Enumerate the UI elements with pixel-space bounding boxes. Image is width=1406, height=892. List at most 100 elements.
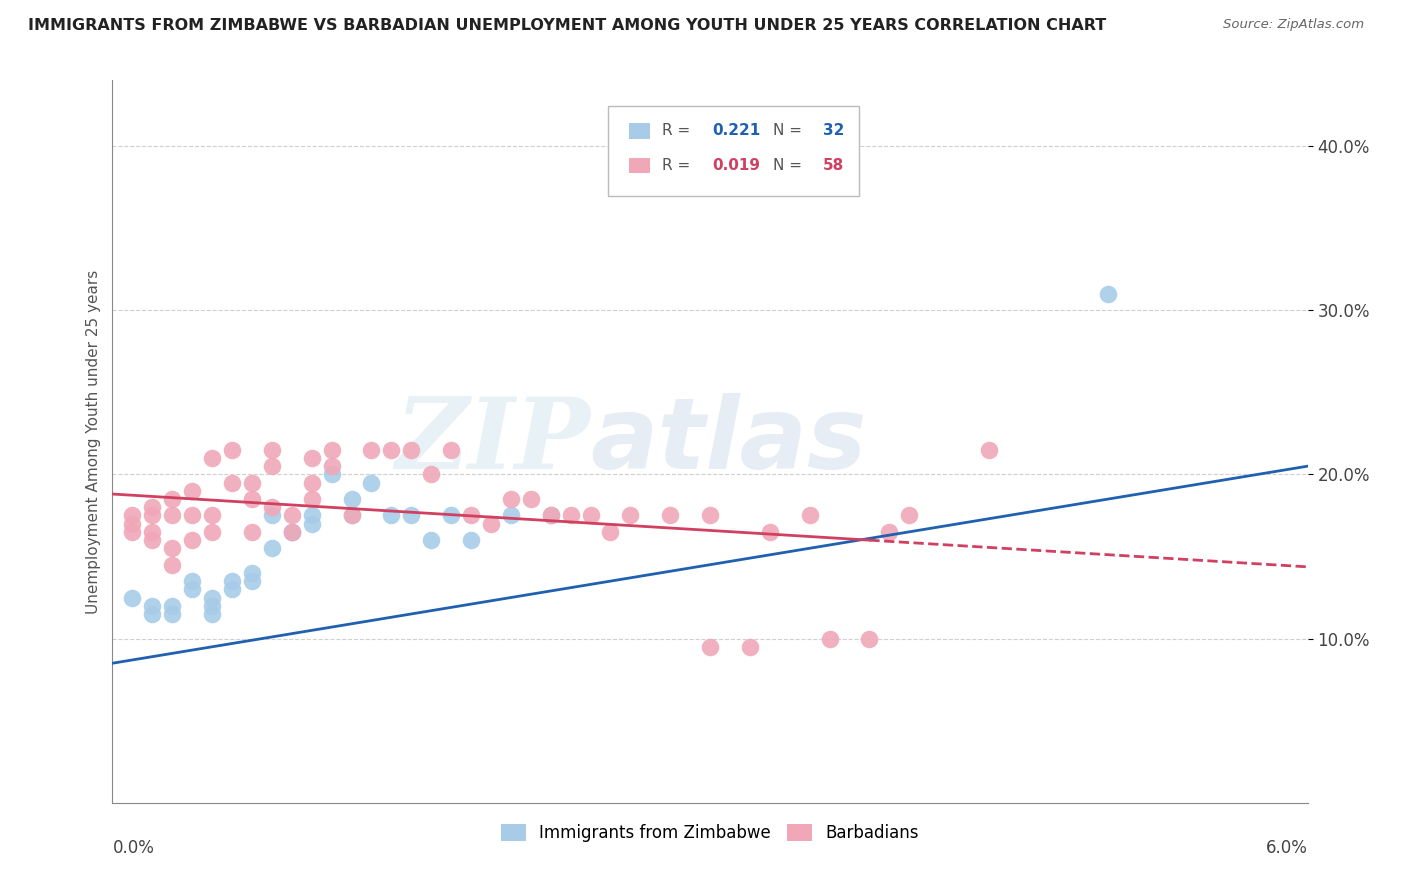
Point bbox=[738, 640, 761, 654]
Point bbox=[380, 508, 402, 523]
Point bbox=[240, 574, 263, 588]
Point bbox=[360, 475, 382, 490]
Y-axis label: Unemployment Among Youth under 25 years: Unemployment Among Youth under 25 years bbox=[86, 269, 101, 614]
Point bbox=[759, 524, 782, 539]
Point bbox=[579, 508, 602, 523]
Point bbox=[659, 508, 682, 523]
Point bbox=[141, 599, 163, 613]
Text: 0.0%: 0.0% bbox=[112, 838, 155, 857]
Point bbox=[240, 491, 263, 506]
Point bbox=[321, 442, 343, 457]
Bar bbox=[628, 123, 650, 139]
Text: R =: R = bbox=[662, 123, 695, 138]
Point bbox=[201, 524, 224, 539]
Point bbox=[340, 508, 363, 523]
Point bbox=[162, 508, 183, 523]
Point bbox=[121, 508, 143, 523]
Point bbox=[240, 524, 263, 539]
Legend: Immigrants from Zimbabwe, Barbadians: Immigrants from Zimbabwe, Barbadians bbox=[494, 817, 927, 848]
Point bbox=[440, 442, 463, 457]
Point bbox=[301, 450, 323, 465]
Point bbox=[121, 591, 143, 605]
Text: 0.221: 0.221 bbox=[711, 123, 761, 138]
Point bbox=[181, 508, 204, 523]
Point bbox=[201, 599, 224, 613]
Point bbox=[221, 475, 243, 490]
Point bbox=[420, 467, 443, 482]
Point bbox=[340, 508, 363, 523]
Point bbox=[699, 640, 721, 654]
Point bbox=[321, 467, 343, 482]
Point bbox=[301, 475, 323, 490]
Point bbox=[201, 591, 224, 605]
Point bbox=[141, 607, 163, 621]
Point bbox=[121, 516, 143, 531]
Point bbox=[201, 508, 224, 523]
Point bbox=[460, 508, 482, 523]
Text: Source: ZipAtlas.com: Source: ZipAtlas.com bbox=[1223, 18, 1364, 31]
Bar bbox=[628, 158, 650, 173]
Text: 58: 58 bbox=[823, 158, 845, 173]
Point bbox=[520, 491, 543, 506]
Point bbox=[181, 574, 204, 588]
Point bbox=[141, 500, 163, 515]
Point bbox=[260, 459, 283, 474]
Point bbox=[260, 541, 283, 556]
Point bbox=[162, 491, 183, 506]
Point bbox=[877, 524, 901, 539]
Point bbox=[162, 607, 183, 621]
Point bbox=[201, 450, 224, 465]
Point bbox=[121, 524, 143, 539]
Point bbox=[340, 491, 363, 506]
Point bbox=[240, 475, 263, 490]
Text: 0.019: 0.019 bbox=[711, 158, 759, 173]
Point bbox=[301, 516, 323, 531]
Point bbox=[360, 442, 382, 457]
Point bbox=[858, 632, 880, 646]
Point bbox=[181, 483, 204, 498]
Point bbox=[221, 574, 243, 588]
Point bbox=[181, 533, 204, 547]
Point bbox=[260, 442, 283, 457]
Point bbox=[799, 508, 821, 523]
Text: ZIP: ZIP bbox=[395, 393, 591, 490]
Point bbox=[221, 442, 243, 457]
Point bbox=[420, 533, 443, 547]
Point bbox=[599, 524, 621, 539]
Point bbox=[401, 442, 423, 457]
Point bbox=[240, 566, 263, 580]
Point bbox=[281, 524, 304, 539]
Point bbox=[301, 508, 323, 523]
Point bbox=[281, 524, 304, 539]
Text: N =: N = bbox=[773, 123, 807, 138]
Text: 32: 32 bbox=[823, 123, 845, 138]
Point bbox=[977, 442, 1000, 457]
Point bbox=[479, 516, 502, 531]
Point bbox=[301, 491, 323, 506]
Point bbox=[221, 582, 243, 597]
Point bbox=[181, 582, 204, 597]
FancyBboxPatch shape bbox=[609, 105, 859, 196]
Point bbox=[401, 508, 423, 523]
Point bbox=[260, 508, 283, 523]
Point bbox=[380, 442, 402, 457]
Point bbox=[281, 508, 304, 523]
Point bbox=[499, 491, 522, 506]
Point bbox=[162, 541, 183, 556]
Point bbox=[260, 500, 283, 515]
Point bbox=[699, 508, 721, 523]
Point bbox=[818, 632, 841, 646]
Point bbox=[162, 558, 183, 572]
Point bbox=[281, 524, 304, 539]
Point bbox=[141, 508, 163, 523]
Point bbox=[440, 508, 463, 523]
Point bbox=[540, 508, 562, 523]
Point bbox=[560, 508, 582, 523]
Point bbox=[141, 524, 163, 539]
Point bbox=[460, 533, 482, 547]
Point bbox=[162, 599, 183, 613]
Text: 6.0%: 6.0% bbox=[1265, 838, 1308, 857]
Point bbox=[1097, 286, 1119, 301]
Point bbox=[619, 508, 641, 523]
Point bbox=[201, 607, 224, 621]
